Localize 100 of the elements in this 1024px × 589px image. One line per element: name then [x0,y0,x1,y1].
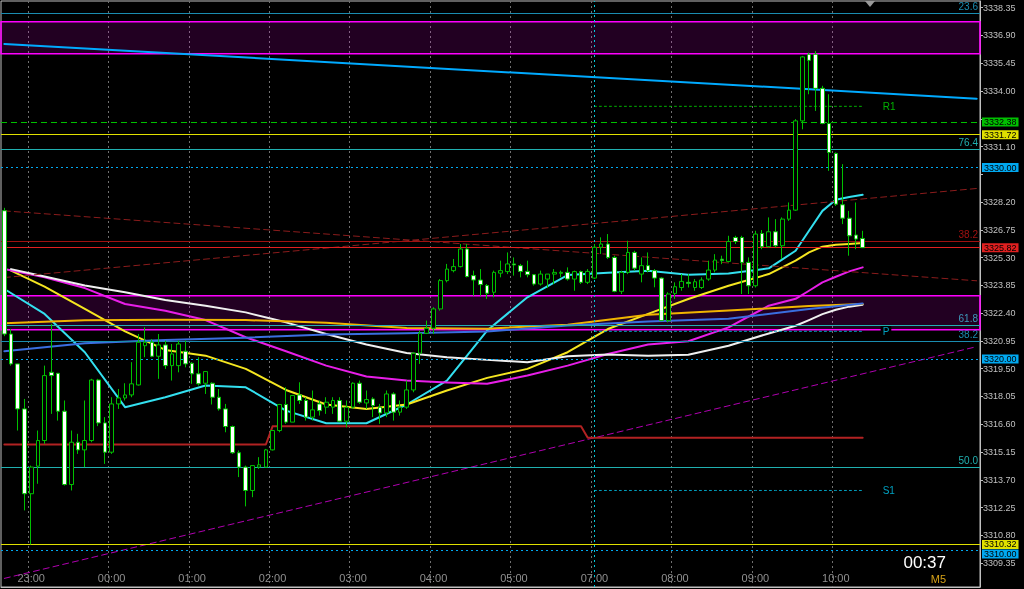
candlestick [693,278,697,292]
x-tick-label: 04:00 [419,571,448,584]
x-tick-label: 03:00 [339,571,367,584]
candlestick [847,210,852,257]
line-series [10,268,864,364]
candlestick [532,273,536,287]
x-tick-label: 00:00 [97,571,126,584]
candlestick [190,361,194,385]
candlestick [451,258,456,273]
candlestick [619,270,624,295]
y-tick-label: 3328.20 [983,197,1016,208]
candlestick [679,273,684,292]
ref-line-label: 3325.82 [984,242,1017,253]
candlestick [96,378,101,427]
candlestick [183,340,188,368]
annotation: 76.4 [958,136,979,148]
candlestick [143,326,147,358]
candlestick [505,251,510,275]
candlestick [559,270,563,278]
candlestick [626,240,630,275]
ref-line-label: 3310.00 [984,548,1017,559]
candlestick [217,388,221,412]
y-tick-label: 3318.05 [983,391,1016,402]
candlestick [317,399,322,417]
candlestick [364,390,369,410]
ref-line-label: 3331.72 [984,129,1017,140]
candlestick [592,243,597,280]
candlestick [237,449,241,478]
y-tick-label: 3312.25 [983,502,1016,513]
ref-line-label: 3332.38 [984,117,1017,128]
candlestick [357,380,362,405]
ref-line-label: 3310.32 [984,539,1017,550]
line-series [3,302,864,353]
candlestick [478,268,483,297]
candlestick [371,396,375,418]
annotation: M5 [930,572,946,585]
candlestick [378,403,382,425]
candlestick [203,371,208,395]
y-tick-label: 3316.60 [983,419,1016,430]
x-tick-label: 23:00 [17,571,45,584]
y-tick-label: 3313.70 [983,474,1016,485]
candlestick [458,243,463,268]
candlestick [726,235,731,263]
candlestick [538,270,543,287]
candlestick [76,433,80,455]
candlestick [270,430,275,451]
x-tick-label: 07:00 [580,571,609,584]
candlestick [599,236,603,255]
candlestick [163,340,168,370]
annotation: 23.6 [958,1,979,13]
candlestick [36,430,40,485]
candlestick [196,356,201,387]
candlestick [518,263,523,278]
candlestick [230,425,235,455]
y-tick-label: 3326.75 [983,224,1016,235]
x-tick-label: 05:00 [500,571,528,584]
candlestick [545,273,550,289]
candlestick [210,381,215,405]
candlestick [431,306,436,335]
candlestick [384,390,389,418]
candlestick [9,328,13,367]
candlestick [136,333,141,387]
candlestick [465,243,469,278]
series-label: S1 [882,484,896,496]
candlestick [612,255,617,293]
x-tick-label: 10:00 [822,571,850,584]
candlestick [666,291,671,323]
candlestick [310,390,315,422]
x-tick-label: 09:00 [741,571,770,584]
candlestick [411,351,416,393]
candlestick [170,343,174,382]
candlestick [418,330,422,365]
candlestick [673,281,677,300]
y-tick-label: 3310.80 [983,530,1016,541]
annotation: 61.8 [958,312,979,324]
candlestick [284,386,288,425]
candlestick [492,270,496,298]
ref-line-label: 3330.00 [984,162,1017,173]
candlestick [344,399,349,428]
candlestick [150,338,154,358]
candlestick [854,201,858,250]
candlestick [123,382,127,401]
candlestick [787,201,791,222]
candlestick [56,372,60,422]
candlestick [82,399,87,468]
annotation: 50.0 [958,454,979,466]
candlestick [720,255,724,265]
candlestick [445,263,449,283]
candlestick [89,378,94,443]
candlestick [572,270,577,292]
ref-line-label: 3320.00 [984,354,1017,365]
candlestick [304,396,308,422]
y-tick-label: 3334.00 [983,86,1016,97]
x-tick-label: 02:00 [258,571,287,584]
candlestick [109,396,114,455]
y-tick-label: 3325.30 [983,252,1016,263]
candlestick [438,278,443,312]
y-tick-label: 3336.90 [983,30,1016,41]
candlestick [391,391,396,422]
candlestick [69,430,74,491]
